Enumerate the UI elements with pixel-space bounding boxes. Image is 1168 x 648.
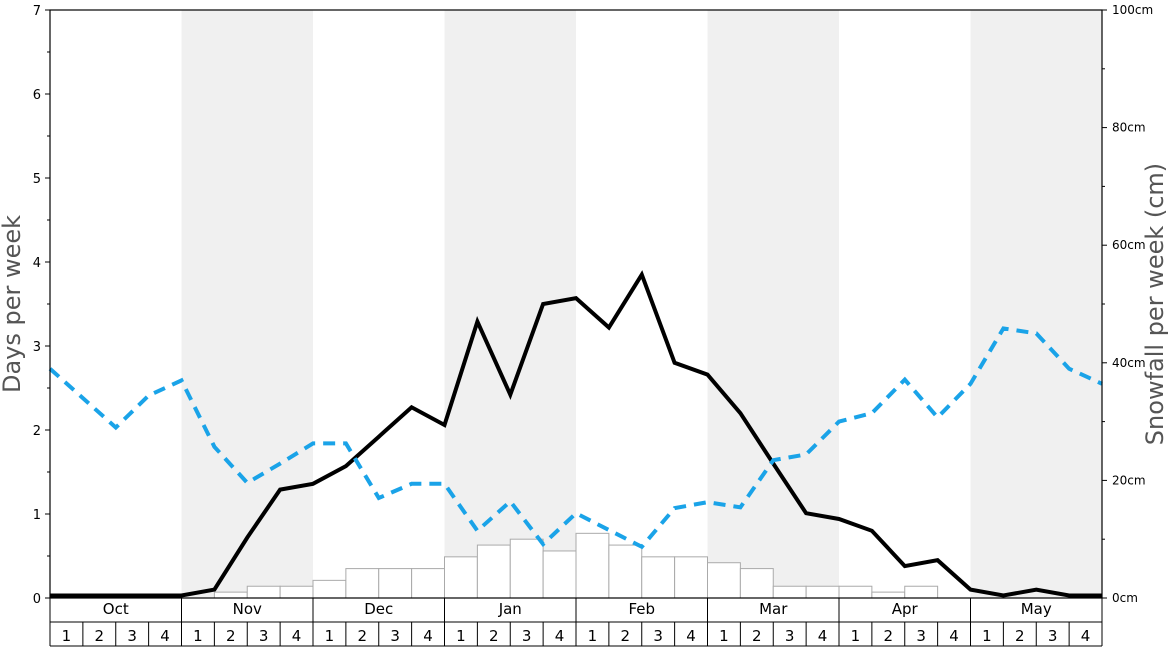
right-tick-label: 60cm — [1112, 238, 1146, 252]
snowfall-bar — [279, 585, 314, 599]
week-label: 4 — [818, 627, 828, 645]
snowfall-bars — [213, 532, 939, 599]
week-label: 4 — [686, 627, 696, 645]
month-band-nov — [181, 10, 313, 598]
snowfall-bar — [378, 568, 413, 599]
right-tick-label: 20cm — [1112, 473, 1146, 487]
month-week-axis: Oct Nov Dec Jan Feb Mar Apr May 1 2 3 4 1 2 3 4 1 2 3 4 1 2 3 4… — [49, 598, 1103, 647]
snowfall-bar — [838, 585, 873, 599]
month-band-mar — [707, 10, 839, 598]
right-tick-label: 0cm — [1112, 591, 1138, 605]
week-label: 3 — [785, 627, 795, 645]
week-label: 3 — [390, 627, 400, 645]
week-label: 4 — [292, 627, 302, 645]
week-label: 3 — [916, 627, 926, 645]
week-label: 2 — [226, 627, 236, 645]
snow-days-line — [50, 270, 1102, 598]
right-tick-label: 100cm — [1112, 3, 1153, 17]
week-label: 3 — [653, 627, 663, 645]
week-label: 3 — [1048, 627, 1058, 645]
month-label-apr: Apr — [892, 600, 919, 618]
snowfall-bar — [772, 585, 807, 599]
week-label: 1 — [982, 627, 992, 645]
snowfall-bar — [904, 585, 939, 599]
left-tick-label: 7 — [33, 4, 41, 19]
week-label: 1 — [62, 627, 72, 645]
left-y-axis: 0 1 2 3 4 5 6 7 — [33, 4, 50, 607]
left-tick-label: 5 — [33, 172, 41, 187]
week-label: 2 — [489, 627, 499, 645]
sun-days-line — [48, 326, 1103, 550]
left-tick-label: 3 — [33, 340, 41, 355]
month-label-jan: Jan — [498, 600, 522, 618]
left-tick-label: 1 — [33, 508, 41, 523]
left-tick-label: 4 — [33, 256, 41, 271]
snowfall-bar — [739, 568, 774, 599]
snowfall-bar — [542, 550, 577, 599]
month-label-mar: Mar — [759, 600, 788, 618]
week-label: 4 — [1081, 627, 1091, 645]
left-axis-title: Days per week — [0, 215, 26, 393]
week-label: 2 — [1015, 627, 1025, 645]
right-axis-title: Snowfall per week (cm) — [1141, 163, 1168, 445]
week-label: 4 — [949, 627, 959, 645]
week-label: 1 — [851, 627, 861, 645]
left-tick-label: 0 — [33, 592, 41, 607]
week-label: 4 — [555, 627, 565, 645]
week-label: 2 — [884, 627, 894, 645]
right-tick-label: 80cm — [1112, 121, 1146, 135]
week-label: 3 — [127, 627, 137, 645]
month-label-feb: Feb — [628, 600, 655, 618]
left-tick-label: 6 — [33, 88, 41, 103]
snowfall-bar — [608, 544, 643, 599]
month-label-oct: Oct — [103, 600, 129, 618]
month-shading-bands — [181, 10, 1102, 598]
snowfall-bar — [345, 568, 380, 599]
snowfall-bar — [246, 585, 281, 599]
snowfall-bar — [805, 585, 840, 599]
week-label: 1 — [456, 627, 466, 645]
snowfall-bar — [509, 538, 544, 599]
snowfall-bar — [641, 556, 676, 599]
week-label: 3 — [522, 627, 532, 645]
week-label: 4 — [160, 627, 170, 645]
snowfall-bar — [575, 532, 610, 599]
snowfall-bar — [707, 562, 741, 599]
snowfall-bar — [476, 544, 511, 599]
month-label-may: May — [1021, 600, 1052, 618]
week-label: 1 — [325, 627, 335, 645]
week-label: 2 — [621, 627, 631, 645]
snowfall-bar — [674, 556, 708, 599]
snowfall-bar — [411, 568, 445, 599]
snowfall-bar — [444, 556, 478, 599]
snowfall-bar — [312, 579, 347, 599]
month-band-may — [970, 10, 1102, 598]
week-label: 2 — [95, 627, 105, 645]
series-lines — [48, 270, 1103, 598]
week-label: 1 — [719, 627, 729, 645]
week-label: 4 — [423, 627, 433, 645]
week-label: 3 — [259, 627, 269, 645]
snowfall-bar — [213, 591, 248, 599]
snowfall-bar — [871, 591, 906, 599]
month-label-nov: Nov — [233, 600, 262, 618]
month-label-dec: Dec — [364, 600, 393, 618]
right-tick-label: 40cm — [1112, 356, 1146, 370]
left-tick-label: 2 — [33, 424, 41, 439]
week-label: 2 — [752, 627, 762, 645]
week-label: 1 — [193, 627, 203, 645]
week-label: 1 — [588, 627, 598, 645]
right-y-axis: 0cm 20cm 40cm 60cm 80cm 100cm — [1102, 3, 1153, 605]
week-label: 2 — [358, 627, 368, 645]
